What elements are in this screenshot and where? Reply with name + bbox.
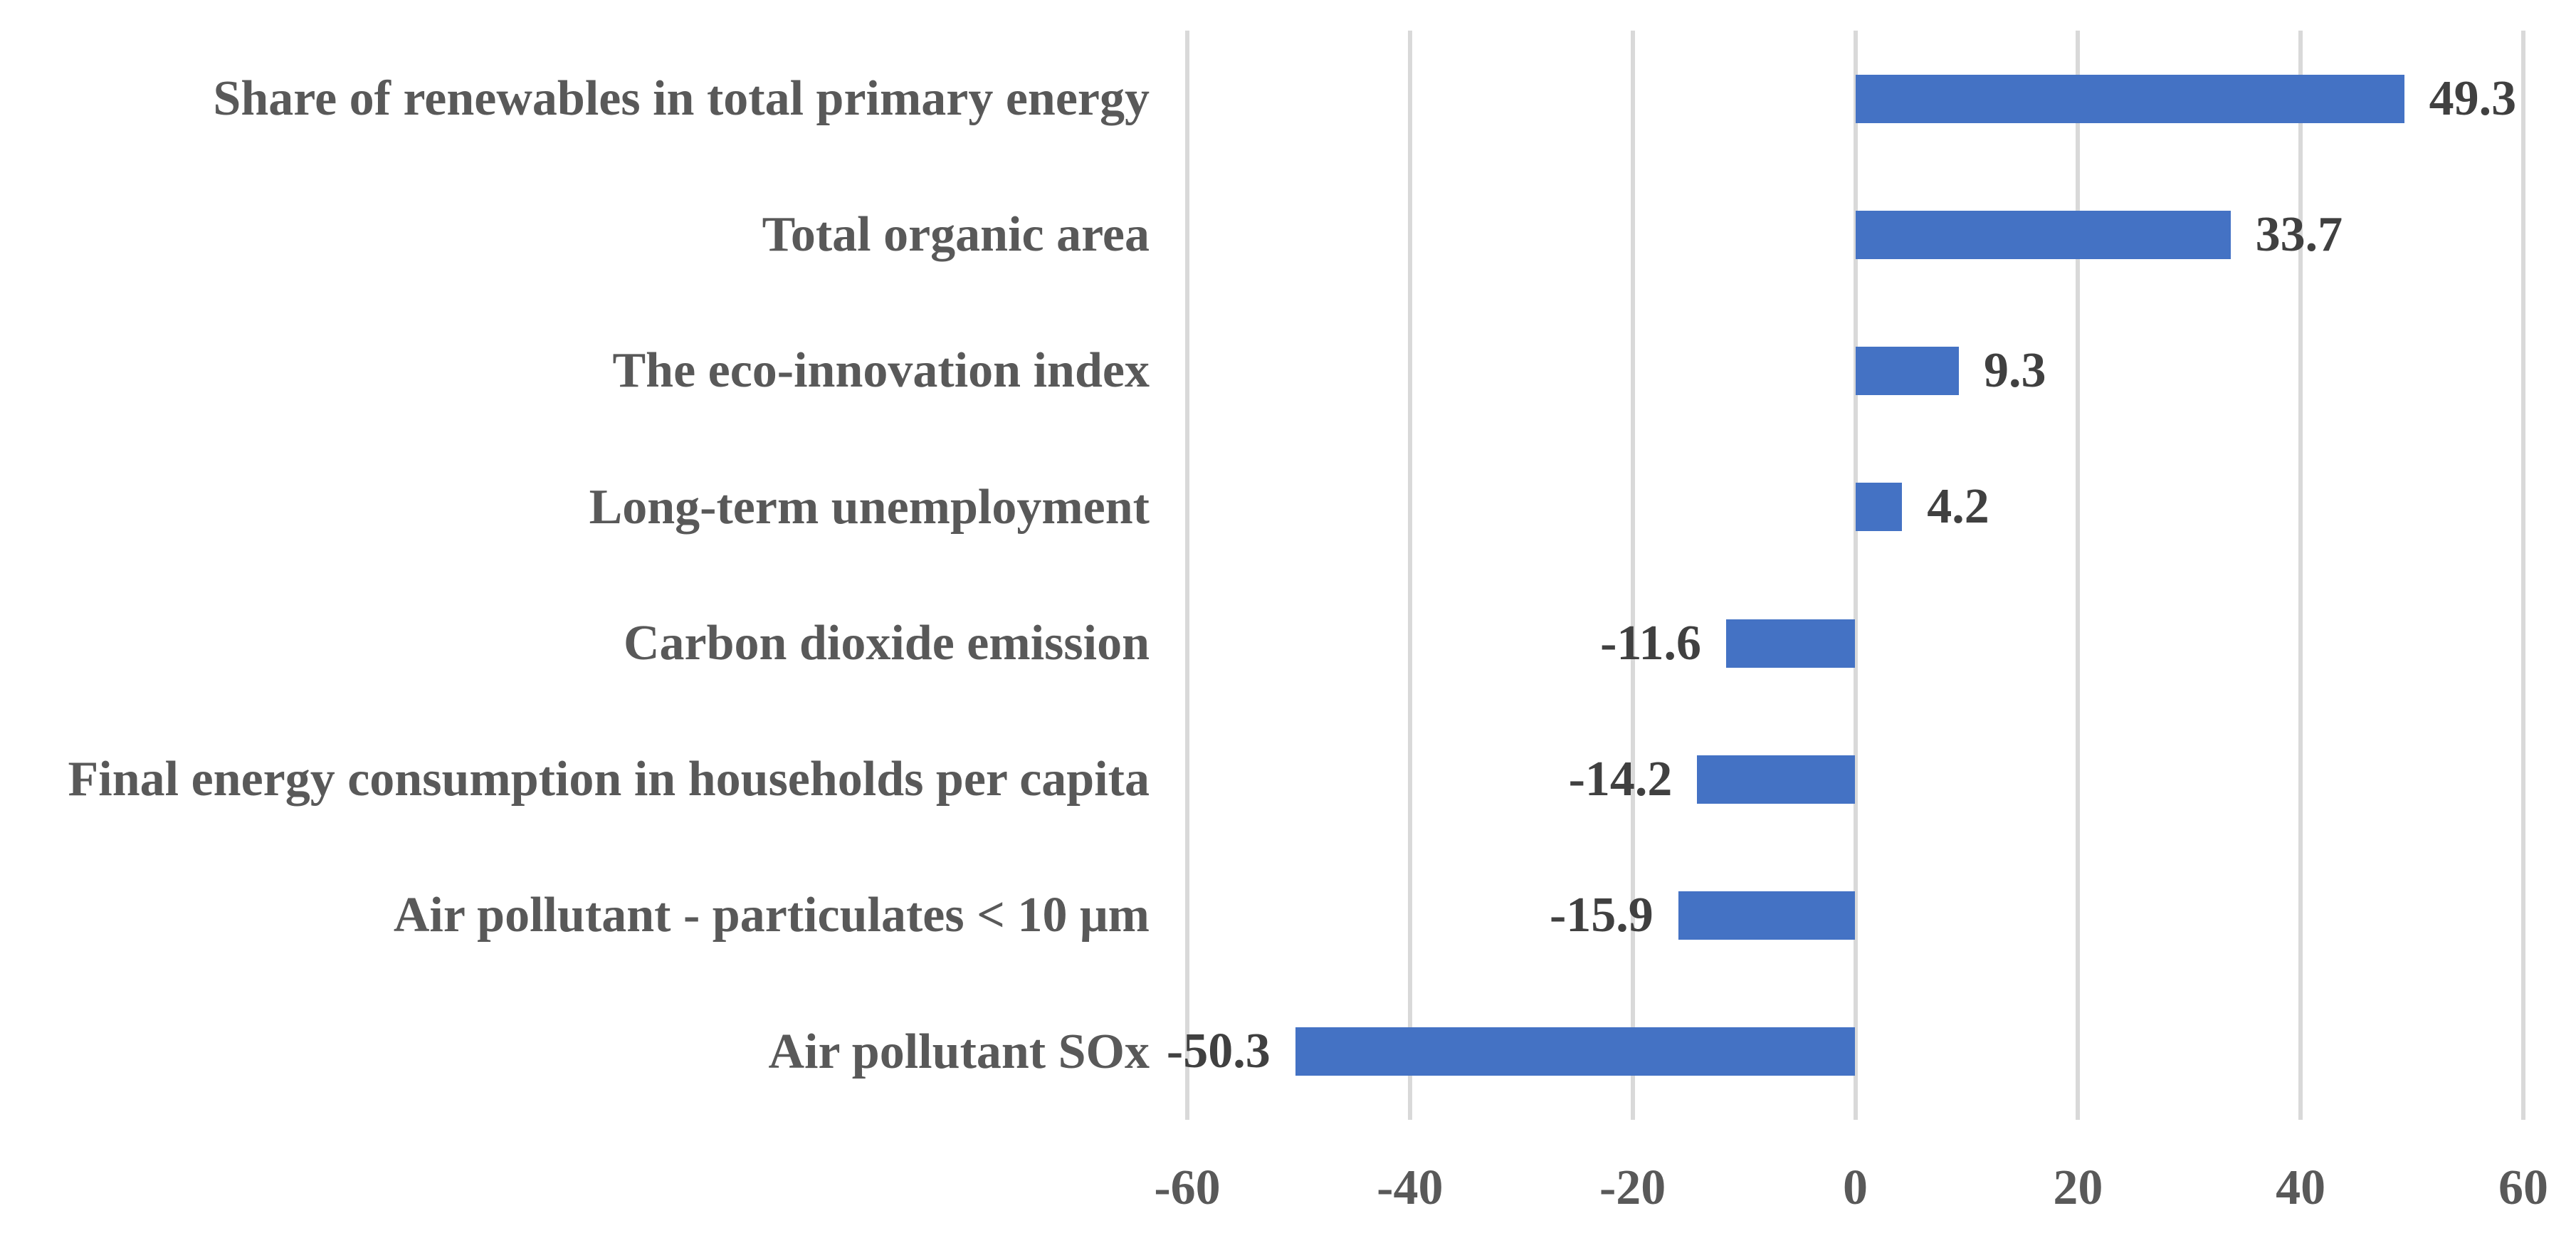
x-axis-tick-label: 60 (2498, 1160, 2548, 1215)
bar (1295, 1027, 1856, 1076)
gridline (2076, 31, 2081, 1120)
gridline (2521, 31, 2525, 1120)
bar (1855, 210, 2231, 259)
category-label: Final energy consumption in households p… (68, 752, 1150, 807)
value-label: 49.3 (2429, 70, 2517, 126)
x-axis-tick-label: -40 (1377, 1160, 1444, 1215)
value-label: -11.6 (1600, 615, 1702, 671)
x-axis-tick-label: 20 (2053, 1160, 2103, 1215)
value-label: -50.3 (1166, 1024, 1271, 1079)
category-label: Air pollutant - particulates < 10 μm (393, 888, 1150, 943)
category-label: Total organic area (762, 207, 1150, 263)
category-label: The eco-innovation index (612, 343, 1150, 399)
bar (1726, 619, 1856, 668)
x-axis-tick-label: 0 (1843, 1160, 1868, 1215)
x-axis-tick-label: -60 (1154, 1160, 1221, 1215)
value-label: 33.7 (2255, 206, 2343, 262)
value-label: -14.2 (1568, 751, 1673, 807)
category-label: Long-term unemployment (589, 479, 1150, 535)
gridline (2298, 31, 2303, 1120)
x-axis-tick-label: 40 (2276, 1160, 2326, 1215)
category-label: Carbon dioxide emission (624, 615, 1150, 671)
bar (1855, 347, 1959, 396)
value-label: 9.3 (1983, 343, 2046, 399)
gridline (1407, 31, 1412, 1120)
x-axis-tick-label: -20 (1599, 1160, 1666, 1215)
bar (1678, 891, 1856, 940)
category-label: Share of renewables in total primary ene… (213, 70, 1150, 126)
gridline (1185, 31, 1189, 1120)
value-label: -15.9 (1549, 888, 1654, 943)
category-label: Air pollutant SOx (768, 1024, 1150, 1079)
value-label: 4.2 (1927, 479, 1989, 535)
bar (1855, 483, 1903, 532)
bar (1855, 74, 2404, 123)
gridline (1853, 31, 1858, 1120)
bar (1697, 755, 1856, 804)
gridline (1630, 31, 1635, 1120)
